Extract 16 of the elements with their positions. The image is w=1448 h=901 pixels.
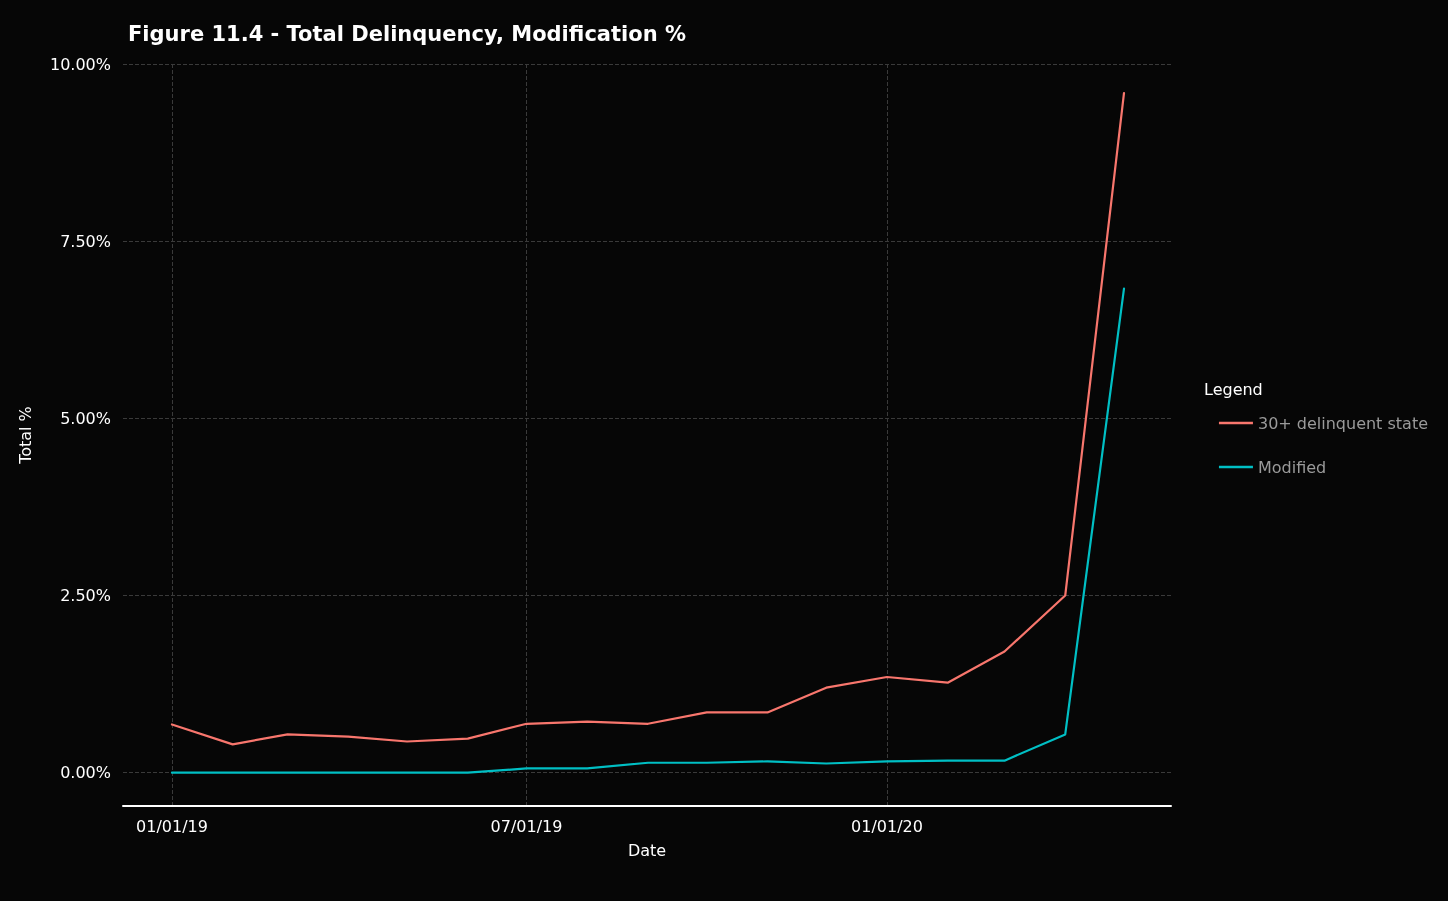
- y-tick-label: 2.50%: [60, 586, 111, 606]
- x-tick-label: 01/01/20: [851, 816, 923, 836]
- legend-title: Legend: [1204, 379, 1263, 399]
- legend-label: 30+ delinquent state: [1257, 413, 1429, 433]
- y-tick-label: 7.50%: [60, 231, 111, 251]
- y-tick-label: 0.00%: [60, 763, 111, 783]
- x-tick-label: 07/01/19: [490, 816, 563, 836]
- line-series: [170, 287, 1126, 774]
- x-tick-label: 01/01/19: [136, 816, 208, 836]
- line-series: [170, 91, 1126, 746]
- chart-title: Figure 11.4 - Total Delinquency, Modification %: [128, 21, 686, 46]
- legend-label: Modified: [1257, 457, 1327, 477]
- y-tick-label: 10.00%: [49, 54, 111, 74]
- y-tick-label: 5.00%: [60, 408, 111, 428]
- x-axis-title: Date: [627, 840, 667, 860]
- y-axis-title: Total %: [15, 406, 35, 465]
